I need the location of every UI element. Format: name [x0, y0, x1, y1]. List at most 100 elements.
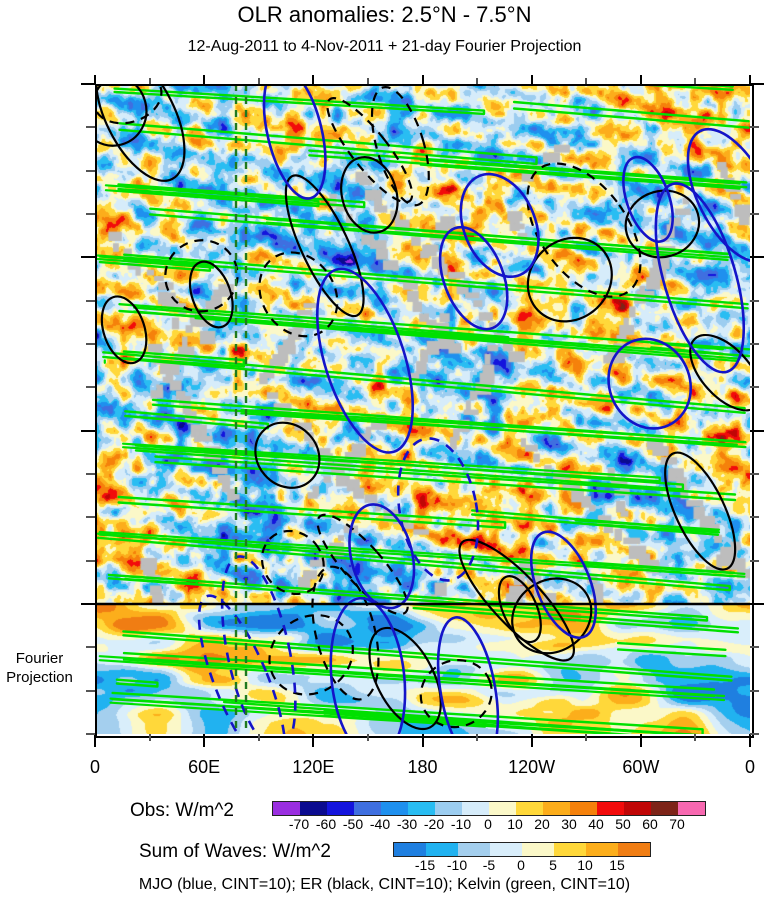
- x-axis-top-major-tick: [94, 75, 96, 84]
- mjo-wave-contour: [686, 127, 750, 264]
- page-subtitle: 12-Aug-2011 to 4-Nov-2011 + 21-day Fouri…: [187, 38, 582, 55]
- x-axis-major-tick: [530, 734, 533, 747]
- er-wave-contour-dashed: [258, 251, 339, 338]
- colorbar-swatch: [462, 802, 489, 815]
- colorbar-swatch: [586, 843, 618, 856]
- obs-colorbar[interactable]: [272, 801, 706, 816]
- mjo-wave-contour: [529, 530, 598, 640]
- waves-colorbar[interactable]: [393, 842, 651, 857]
- kelvin-wave-contour: [98, 659, 726, 702]
- colorbar-tick-label: 15: [609, 857, 625, 873]
- y-axis-minor-tick: [86, 126, 95, 129]
- colorbar-tick-label: 60: [642, 816, 658, 832]
- colorbar-tick-label: -5: [482, 857, 496, 873]
- y-axis-right-tick: [750, 559, 759, 562]
- colorbar-swatch: [490, 843, 522, 856]
- colorbar-swatch: [273, 802, 300, 815]
- kelvin-wave-contour: [115, 678, 159, 688]
- kelvin-wave-contour: [308, 149, 748, 184]
- kelvin-wave-contour: [118, 122, 538, 166]
- x-axis-minor-tick: [585, 734, 588, 741]
- mjo-wave-contour: [262, 84, 327, 200]
- kelvin-wave-contour: [616, 641, 727, 651]
- colorbar-swatch: [381, 802, 408, 815]
- mjo-wave-contour-dashed: [396, 437, 480, 582]
- x-axis-top-major-tick: [203, 75, 206, 84]
- colorbar-tick-label: 10: [507, 816, 523, 832]
- x-axis-label: 0: [89, 757, 101, 777]
- x-axis-top-minor-tick: [476, 78, 479, 84]
- fourier-line-1: Fourier: [15, 650, 64, 667]
- x-axis-top-major-tick: [749, 75, 751, 84]
- kelvin-wave-contour: [122, 442, 661, 483]
- y-axis-major-tick: [81, 429, 95, 432]
- kelvin-wave-contour: [323, 710, 701, 734]
- x-axis-top-minor-tick: [148, 78, 151, 84]
- mjo-wave-contour: [348, 503, 416, 610]
- x-axis-top-minor-tick: [694, 78, 697, 84]
- colorbar-swatch: [554, 843, 586, 856]
- kelvin-wave-contour: [154, 460, 737, 502]
- kelvin-wave-contour: [265, 221, 731, 259]
- kelvin-wave-contour: [583, 564, 736, 578]
- colorbar-tick-label: -10: [446, 857, 468, 873]
- mjo-wave-contour: [220, 555, 297, 734]
- x-axis-top-major-tick: [530, 75, 533, 84]
- colorbar-swatch: [327, 802, 354, 815]
- colorbar-swatch: [489, 802, 516, 815]
- kelvin-wave-contour: [240, 408, 738, 443]
- y-axis-right-tick: [750, 83, 764, 85]
- y-axis-right-tick: [750, 299, 759, 302]
- colorbar-swatch: [408, 802, 435, 815]
- kelvin-wave-contour: [512, 100, 750, 123]
- er-wave-contour: [511, 577, 593, 655]
- kelvin-wave-contour: [154, 455, 737, 496]
- kelvin-wave-contour: [134, 444, 685, 491]
- mjo-wave-contour: [436, 616, 500, 734]
- er-wave-contour: [95, 84, 148, 147]
- x-axis-label: 180: [407, 757, 438, 777]
- kelvin-wave-contour: [118, 303, 750, 351]
- mjo-wave-contour: [654, 182, 746, 374]
- er-wave-contour: [497, 575, 542, 644]
- page-title: OLR anomalies: 2.5°N - 7.5°N: [237, 2, 532, 27]
- kelvin-wave-contour: [616, 648, 727, 658]
- colorbar-tick-label: -10: [450, 816, 472, 832]
- x-axis-minor-tick: [257, 734, 260, 741]
- colorbar-tick-label: -20: [423, 816, 445, 832]
- obs-colorbar-label: Obs: W/m^2: [130, 800, 234, 821]
- colorbar-tick-label: -70: [288, 816, 310, 832]
- mjo-wave-contour: [459, 172, 540, 279]
- colorbar-swatch: [543, 802, 570, 815]
- colorbar-swatch: [458, 843, 490, 856]
- mjo-wave-contour-dashed: [197, 594, 287, 734]
- colorbar-tick-label: -40: [369, 816, 391, 832]
- kelvin-wave-contour: [222, 700, 692, 734]
- x-axis-major-tick: [639, 734, 642, 747]
- er-wave-contour-dashed: [370, 86, 430, 207]
- fourier-line-2: Projection: [6, 669, 73, 686]
- y-axis-minor-tick: [86, 689, 95, 692]
- y-axis-right-tick: [750, 256, 764, 259]
- er-wave-contour-dashed: [311, 565, 380, 701]
- y-axis-right-tick: [750, 386, 759, 389]
- y-axis-right-tick: [750, 169, 759, 172]
- kelvin-wave-contour: [117, 183, 366, 209]
- er-wave-contour: [284, 174, 365, 318]
- er-wave-contour: [254, 421, 321, 489]
- x-axis-minor-tick: [148, 734, 151, 741]
- mjo-wave-contour: [438, 225, 509, 331]
- y-axis-minor-tick: [86, 299, 95, 302]
- hovmoller-plot[interactable]: [95, 84, 750, 734]
- er-wave-contour: [526, 236, 613, 323]
- y-axis-major-tick: [81, 83, 95, 85]
- colorbar-swatch: [597, 802, 624, 815]
- er-wave-contour-dashed: [268, 614, 354, 696]
- mjo-wave-contour: [329, 596, 407, 734]
- colorbar-tick-label: 30: [561, 816, 577, 832]
- x-axis-top-major-tick: [421, 75, 424, 84]
- colorbar-tick-label: 0: [484, 816, 492, 832]
- kelvin-wave-contour: [122, 630, 733, 678]
- kelvin-wave-contour: [98, 655, 726, 698]
